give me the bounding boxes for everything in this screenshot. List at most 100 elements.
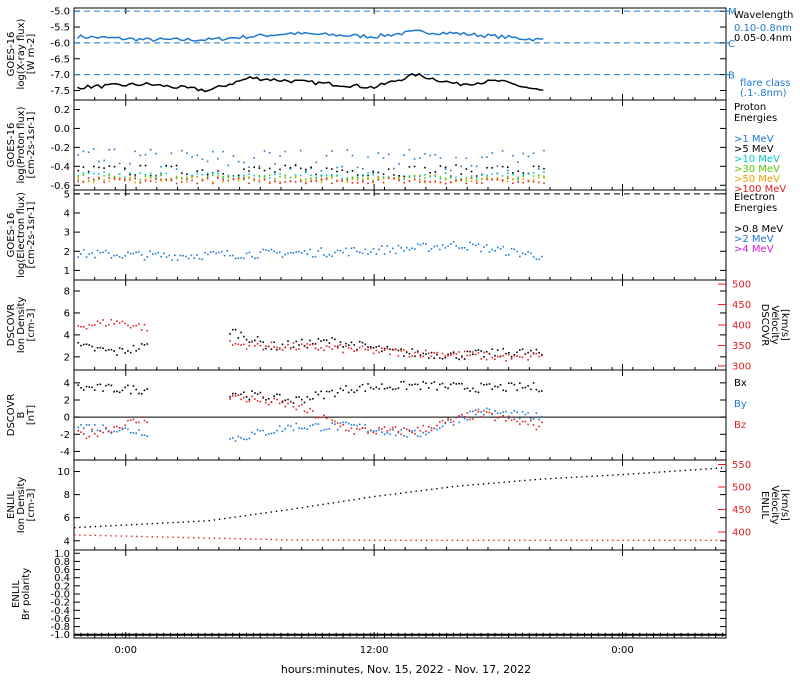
data-point — [116, 425, 118, 428]
data-point — [346, 177, 349, 179]
data-point — [317, 349, 320, 351]
data-point — [506, 169, 509, 172]
data-point — [389, 539, 392, 542]
data-point — [141, 535, 143, 538]
data-point — [336, 175, 338, 177]
y-tick-label: -0.8 — [50, 622, 70, 633]
data-point — [475, 180, 478, 183]
data-point — [274, 171, 276, 173]
data-point — [496, 355, 499, 358]
data-point — [132, 432, 135, 434]
data-point — [295, 340, 298, 343]
data-point — [125, 524, 128, 526]
data-point — [684, 469, 687, 472]
data-point — [105, 384, 107, 387]
y-tick-label: -0.6 — [50, 181, 70, 192]
data-point — [496, 176, 499, 179]
data-point — [138, 251, 140, 253]
data-point — [268, 151, 271, 154]
y-tick-label: 4 — [64, 536, 70, 547]
data-point — [134, 177, 136, 180]
data-point — [129, 177, 131, 179]
data-point — [438, 421, 441, 423]
data-point — [394, 426, 397, 428]
data-point — [253, 166, 255, 169]
data-point — [263, 175, 266, 177]
data-point — [224, 537, 226, 540]
data-point — [102, 347, 104, 350]
data-point — [715, 467, 718, 470]
data-point — [239, 515, 241, 518]
data-point — [110, 432, 113, 434]
data-point — [491, 248, 494, 251]
data-point — [444, 356, 447, 359]
data-point — [424, 166, 426, 169]
data-point — [96, 429, 99, 432]
data-point — [102, 251, 104, 254]
data-point — [499, 412, 502, 414]
data-point — [177, 521, 179, 523]
data-point — [403, 435, 405, 437]
data-point — [299, 178, 302, 181]
data-point — [155, 178, 157, 181]
data-point — [211, 150, 214, 153]
data-point — [364, 348, 367, 351]
data-point — [240, 331, 242, 334]
data-point — [105, 428, 107, 430]
data-point — [541, 421, 543, 424]
right-tick-label: 300 — [732, 361, 751, 372]
data-point — [243, 161, 245, 164]
data-point — [254, 398, 256, 400]
data-point — [351, 154, 354, 157]
data-point — [422, 424, 425, 427]
data-point — [132, 325, 135, 327]
data-point — [140, 434, 143, 436]
data-point — [394, 434, 397, 437]
data-point — [363, 497, 366, 499]
data-point — [138, 392, 140, 395]
data-point — [256, 335, 259, 338]
data-point — [364, 343, 367, 346]
data-point — [89, 526, 91, 528]
data-point — [265, 249, 267, 251]
data-point — [295, 422, 298, 425]
data-point — [522, 174, 525, 176]
data-point — [85, 256, 88, 258]
data-point — [132, 418, 135, 421]
data-point — [217, 170, 219, 172]
data-point — [273, 432, 275, 434]
data-point — [320, 340, 322, 342]
data-point — [400, 539, 402, 542]
data-point — [88, 344, 91, 346]
data-point — [298, 405, 300, 407]
data-point — [347, 347, 350, 349]
data-point — [541, 353, 543, 356]
data-point — [425, 539, 428, 542]
data-point — [648, 539, 650, 542]
data-point — [85, 343, 88, 345]
data-point — [156, 522, 159, 525]
data-point — [356, 166, 359, 169]
data-point — [120, 524, 122, 526]
data-point — [94, 424, 96, 426]
data-point — [320, 390, 322, 393]
data-point — [461, 247, 463, 249]
data-point — [92, 148, 95, 150]
data-point — [405, 350, 408, 353]
data-point — [176, 259, 179, 261]
data-point — [485, 244, 488, 246]
data-point — [289, 252, 292, 254]
data-point — [470, 164, 473, 167]
data-point — [201, 178, 204, 180]
data-point — [110, 431, 113, 434]
data-point — [309, 424, 311, 427]
y-tick-label: 0.0 — [54, 124, 70, 135]
data-point — [537, 174, 540, 177]
data-point — [273, 250, 275, 253]
data-point — [400, 247, 402, 249]
data-point — [124, 322, 126, 325]
data-point — [529, 479, 531, 481]
data-point — [496, 349, 499, 351]
data-point — [77, 180, 80, 183]
data-point — [491, 388, 494, 391]
